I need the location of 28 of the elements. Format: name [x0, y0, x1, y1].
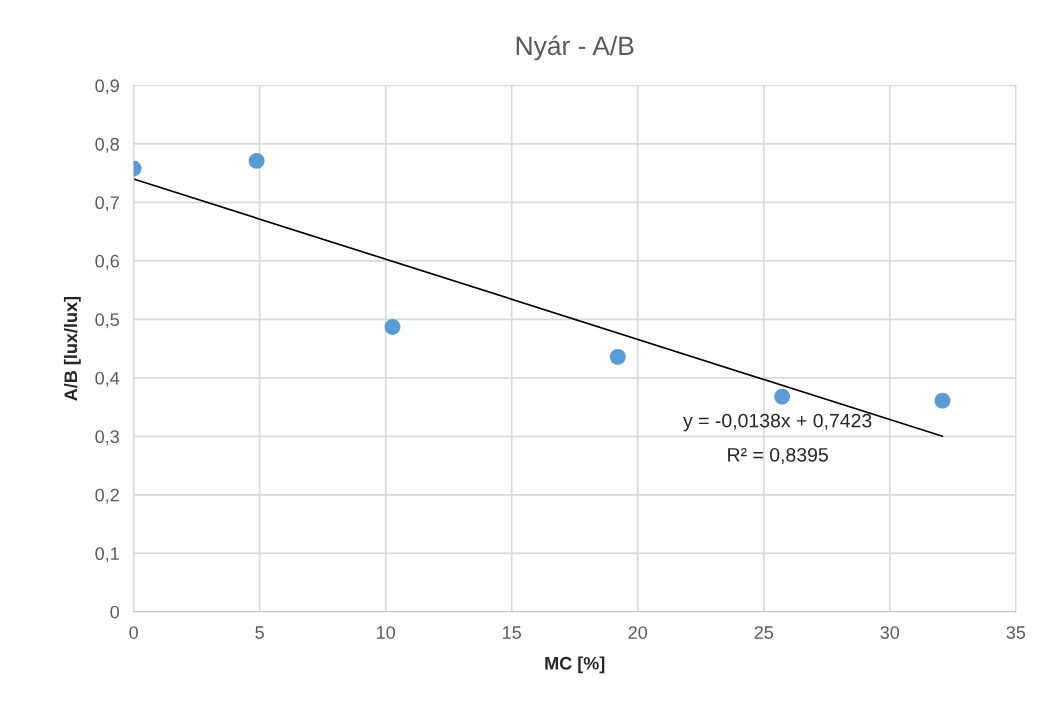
y-tick-label: 0,5	[95, 313, 119, 329]
point	[384, 319, 401, 335]
point	[248, 152, 265, 169]
x-axis-title: MC [%]	[545, 656, 605, 674]
x-tick-label: 30	[880, 626, 900, 639]
x-tick-label: 35	[1006, 626, 1026, 639]
point	[774, 388, 791, 405]
x-tick-label: 5	[255, 626, 264, 639]
y-tick-label: 0,1	[95, 547, 119, 563]
chart-title: Nyár - A/B	[516, 35, 634, 61]
y-tick-label: 0,4	[95, 371, 120, 387]
y-tick-label: 0,8	[95, 137, 119, 153]
point	[934, 392, 951, 409]
point	[609, 348, 626, 365]
x-tick-label: 10	[377, 626, 396, 639]
annotation: R² = 0,8395	[728, 447, 828, 465]
y-tick-label: 0,2	[95, 488, 119, 504]
y-tick-label: 0,7	[95, 196, 119, 212]
y-tick-label: 0,6	[95, 254, 119, 270]
y-tick-label: 0	[110, 605, 120, 619]
y-tick-label: 0,9	[95, 79, 119, 95]
y-axis-title: A/B [lux/lux]	[63, 296, 81, 401]
annotation: y = -0,0138x + 0,7423	[683, 413, 872, 432]
x-tick-label: 25	[754, 626, 774, 639]
x-tick-label: 15	[503, 626, 521, 639]
y-tick-label: 0,3	[95, 430, 119, 446]
x-tick-label: 0	[129, 626, 138, 639]
x-tick-label: 20	[628, 626, 648, 639]
